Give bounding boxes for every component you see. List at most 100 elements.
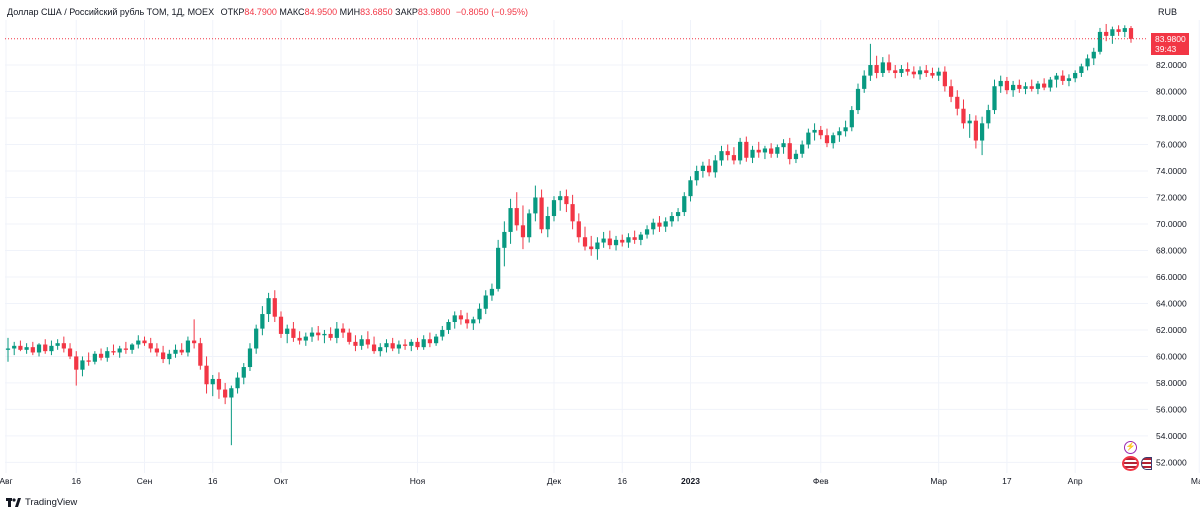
low-value: 83.6850: [360, 7, 393, 17]
candle-body: [1104, 31, 1109, 36]
candle-body: [303, 336, 308, 341]
y-tick-label: 76.0000: [1156, 140, 1187, 150]
candle-body: [1017, 84, 1022, 89]
candle-body: [1023, 86, 1028, 89]
x-tick-label: 16: [72, 476, 82, 486]
candle-body: [111, 351, 116, 353]
candle-body: [979, 123, 985, 141]
open-label: ОТКР: [220, 7, 245, 17]
candle-body: [787, 143, 792, 160]
candle-body: [1066, 78, 1072, 81]
symbol-title[interactable]: Доллар США / Российский рубль TOM, 1Д, M…: [7, 7, 215, 17]
candle-body: [1116, 29, 1121, 32]
candle-body: [1011, 84, 1016, 91]
candle-body: [204, 365, 209, 385]
us-flag-icon[interactable]: [1122, 456, 1139, 471]
candle-body: [272, 298, 277, 317]
candle-body: [489, 288, 495, 296]
candle-body: [1122, 28, 1127, 32]
candle-body: [806, 132, 811, 145]
candle-body: [632, 237, 637, 240]
candle-body: [731, 155, 737, 161]
candle-body: [433, 336, 439, 344]
candle-body: [154, 348, 160, 353]
price-axis: 52.0000 54.0000 56.0000 58.0000 60.0000 62.00…: [1156, 60, 1187, 467]
time-axis: Авг16Сен16ОктНояДек162023ФевМар17АпрМайИ…: [0, 476, 1200, 486]
y-tick-label: 80.0000: [1156, 87, 1187, 97]
candle-body: [868, 65, 873, 76]
candle-body: [781, 143, 786, 148]
candle-body: [961, 108, 966, 124]
y-tick-label: 60.0000: [1156, 351, 1187, 361]
candle-body: [613, 239, 619, 246]
candle-body: [657, 222, 662, 227]
candle-body: [775, 147, 780, 154]
candle-body: [644, 229, 650, 235]
last-price-tag: 83.9800 39:43: [1151, 32, 1189, 55]
candle-body: [390, 343, 395, 349]
candle-body: [452, 315, 457, 322]
candle-body: [316, 332, 321, 336]
candle-body: [725, 151, 730, 156]
candle-body: [142, 340, 147, 344]
candle-body: [278, 316, 284, 334]
candle-body: [328, 333, 333, 338]
candle-body: [595, 242, 600, 250]
y-tick-label: 64.0000: [1156, 298, 1187, 308]
x-tick-label: Фев: [813, 476, 829, 486]
candle-body: [520, 225, 526, 238]
candle-body: [359, 339, 364, 346]
close-value: 83.9800: [417, 7, 451, 17]
candle-body: [179, 349, 184, 353]
candle-body: [936, 71, 941, 76]
candle-body: [514, 208, 519, 226]
candle-body: [1004, 80, 1010, 91]
candle-body: [539, 197, 544, 230]
us-flag-icon-secondary[interactable]: [1141, 457, 1152, 470]
x-tick-label: Апр: [1068, 476, 1083, 486]
x-tick-label: 16: [618, 476, 628, 486]
open-value: 84.7900: [244, 7, 277, 17]
candle-body: [558, 196, 563, 201]
candle-body: [378, 347, 383, 352]
candle-body: [415, 341, 420, 348]
candle-body: [210, 378, 215, 385]
candle-body: [384, 343, 389, 348]
candle-body: [105, 351, 110, 358]
candle-body: [824, 135, 830, 144]
lightning-icon[interactable]: ⚡: [1124, 441, 1137, 454]
candle-body: [899, 69, 904, 73]
candle-body: [719, 151, 724, 161]
candle-body: [247, 348, 253, 368]
candle-body: [1097, 31, 1103, 52]
candle-body: [1060, 75, 1065, 81]
candle-body: [192, 340, 197, 344]
candle-body: [223, 389, 228, 398]
y-tick-label: 72.0000: [1156, 192, 1187, 202]
x-tick-label: Ноя: [410, 476, 426, 486]
x-tick-label: 16: [208, 476, 218, 486]
y-tick-label: 66.0000: [1156, 272, 1187, 282]
candle-body: [465, 319, 470, 324]
candle-body: [570, 204, 575, 222]
footer-brand[interactable]: TradingView: [6, 497, 77, 508]
x-tick-label: Дек: [547, 476, 561, 486]
candle-body: [297, 337, 302, 341]
candle-body: [967, 120, 972, 124]
candle-body: [1128, 28, 1134, 39]
candle-body: [67, 348, 73, 357]
candle-body: [948, 86, 954, 97]
candle-body: [229, 388, 234, 398]
candle-body: [80, 360, 85, 370]
candle-body: [129, 344, 135, 350]
candle-body: [266, 298, 271, 315]
candle-body: [837, 131, 842, 136]
candle-body: [818, 129, 823, 136]
candle-body: [235, 377, 240, 389]
candle-body: [638, 234, 643, 240]
candle-body: [880, 62, 885, 73]
candle-body: [61, 343, 66, 349]
candle-body: [396, 344, 401, 349]
currency-label[interactable]: RUB: [1158, 7, 1178, 17]
